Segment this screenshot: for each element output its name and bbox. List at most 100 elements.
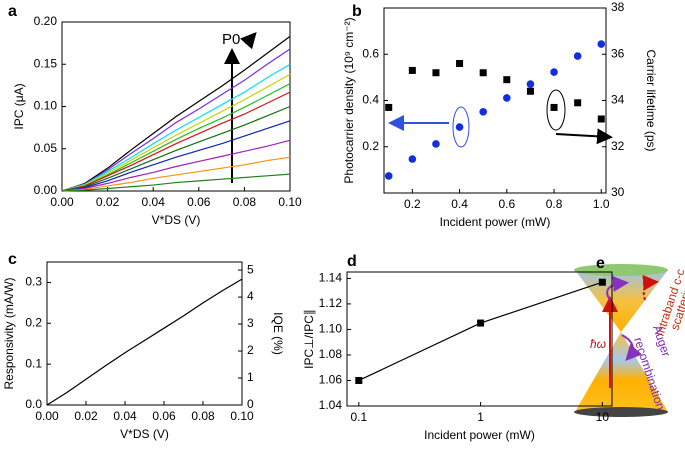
y-tick-label: 0.3 xyxy=(25,275,42,289)
y2-tick-label: 0 xyxy=(247,397,254,411)
panel-label: e xyxy=(596,255,605,272)
series-line xyxy=(61,120,291,192)
marker xyxy=(432,140,440,148)
y-tick-label: 0.15 xyxy=(34,56,58,70)
marker xyxy=(384,172,393,180)
y-tick-label: 1.06 xyxy=(319,373,343,387)
x-tick-label: 0.8 xyxy=(546,197,563,211)
plot-frame xyxy=(383,7,607,194)
arrow xyxy=(240,32,257,50)
highlight-oval xyxy=(546,89,566,131)
y2-tick-label: 2 xyxy=(247,343,254,357)
series-line xyxy=(61,73,291,192)
y-tick-label: 1.04 xyxy=(319,398,343,412)
marker xyxy=(598,278,606,286)
panel-label: a xyxy=(8,3,17,20)
y-tick-label: 0.20 xyxy=(34,14,58,28)
y-tick-label: 0.00 xyxy=(34,183,58,197)
x-tick-label: 0.1 xyxy=(350,410,367,424)
y-tick-label: 0.2 xyxy=(362,139,379,153)
arrow xyxy=(621,334,643,361)
y2-tick-label: 3 xyxy=(247,316,254,330)
x-tick-label: 0.08 xyxy=(233,195,257,209)
y-tick-label: 1.10 xyxy=(319,322,343,336)
marker xyxy=(408,155,417,163)
annotation: P0 xyxy=(222,31,240,48)
panel-label: b xyxy=(352,3,362,20)
y2-tick-label: 4 xyxy=(247,289,254,303)
x-tick-label: 0.10 xyxy=(278,195,302,209)
y-tick-label: 0.0 xyxy=(25,397,42,411)
marker xyxy=(503,76,511,84)
cone-bottom xyxy=(574,407,668,417)
x-axis-label: Incident power (mW) xyxy=(424,428,535,442)
panel-label: d xyxy=(347,253,357,270)
marker xyxy=(455,123,464,131)
x-tick-label: 0.10 xyxy=(230,409,254,423)
y2-tick-label: 36 xyxy=(611,46,625,60)
y-axis-label: Responsivity (mA/W) xyxy=(2,277,16,389)
series-line xyxy=(61,139,291,192)
marker xyxy=(526,87,534,95)
marker xyxy=(456,60,464,67)
conduction-cone xyxy=(575,270,668,332)
x-tick-label: 0.00 xyxy=(35,409,59,423)
arrow xyxy=(642,274,659,301)
x-tick-label: 0.08 xyxy=(191,409,215,423)
y-tick-label: 1.12 xyxy=(319,296,343,310)
marker xyxy=(479,69,487,77)
x-tick-label: 0.00 xyxy=(50,195,74,209)
x-tick-label: 0.02 xyxy=(74,409,98,423)
y2-tick-label: 30 xyxy=(611,185,625,199)
series-line xyxy=(61,105,291,192)
marker xyxy=(573,52,582,60)
marker xyxy=(479,108,487,116)
y-axis-label: IPC (μA) xyxy=(12,83,26,129)
series-line xyxy=(61,35,291,192)
arrow xyxy=(555,128,613,145)
x-tick-label: 1.0 xyxy=(593,197,610,211)
y2-tick-label: 1 xyxy=(247,370,254,384)
y2-tick-label: 5 xyxy=(247,262,254,276)
marker xyxy=(597,40,606,48)
y-axis-label: Photocarrier density (10⁹ cm⁻²) xyxy=(342,17,356,183)
series-line xyxy=(61,63,291,192)
x-tick-label: 0.4 xyxy=(451,197,468,211)
x-tick-label: 0.04 xyxy=(113,409,137,423)
y2-tick-label: 32 xyxy=(611,139,625,153)
y2-axis-label: IQE (%) xyxy=(271,312,285,355)
series-line xyxy=(61,156,291,192)
highlight-oval xyxy=(452,106,470,148)
y-tick-label: 0.10 xyxy=(34,99,58,113)
y-tick-label: 0.4 xyxy=(362,93,379,107)
x-tick-label: 0.06 xyxy=(187,195,211,209)
marker xyxy=(526,80,535,88)
plot-frame xyxy=(346,271,613,407)
y-tick-label: 0.6 xyxy=(362,46,379,60)
marker xyxy=(503,94,511,102)
y-axis-label: IPC⊥/IPC∥ xyxy=(302,309,316,369)
series-line xyxy=(61,48,291,192)
y2-tick-label: 38 xyxy=(611,0,625,14)
y-tick-label: 1.08 xyxy=(319,347,343,361)
marker xyxy=(550,68,558,76)
x-tick-label: 0.6 xyxy=(498,197,515,211)
marker xyxy=(574,99,582,107)
marker xyxy=(597,115,605,123)
series-line xyxy=(61,173,291,192)
marker xyxy=(432,69,440,77)
series-line xyxy=(358,281,603,382)
series-line xyxy=(61,91,291,192)
photon-label: ħω xyxy=(590,337,606,351)
x-axis-label: V*DS (V) xyxy=(120,427,169,441)
valence-cone xyxy=(575,332,668,412)
y-tick-label: 0.2 xyxy=(25,315,42,329)
x-tick-label: 10 xyxy=(596,410,610,424)
x-tick-label: 0.02 xyxy=(96,195,120,209)
plot-frame xyxy=(46,261,243,406)
y-tick-label: 1.14 xyxy=(319,271,343,285)
marker xyxy=(550,103,558,111)
series-line xyxy=(46,278,243,406)
